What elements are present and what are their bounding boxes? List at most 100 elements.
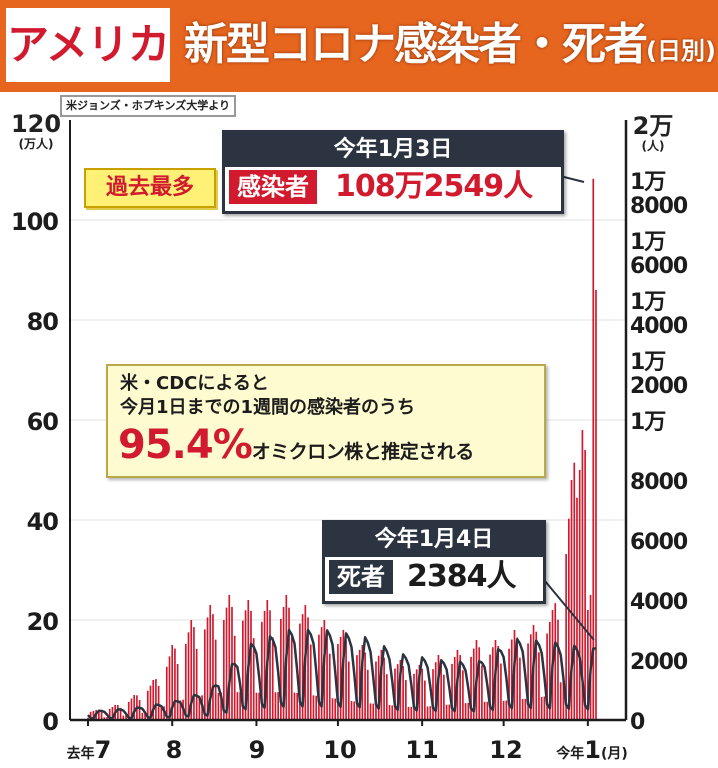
cases-bar — [584, 450, 586, 720]
cases-bar — [326, 630, 328, 720]
x-tick-month: 1 — [584, 736, 601, 764]
cases-bar — [277, 692, 279, 720]
cases-bar — [595, 290, 597, 720]
cases-bar — [242, 620, 244, 720]
cases-bar — [478, 647, 481, 720]
cases-bar — [421, 668, 423, 720]
cases-bar — [98, 710, 100, 720]
cases-bar — [491, 647, 494, 720]
cases-bar — [239, 692, 241, 720]
cases-bar — [309, 644, 312, 720]
cases-bar — [489, 654, 491, 720]
cases-bar — [567, 518, 570, 720]
cases-bar — [483, 701, 486, 720]
cases-bar — [554, 603, 557, 720]
right-tick-label: 8000 — [630, 470, 688, 495]
cases-bar — [391, 705, 394, 720]
info-line-2: 今月1日までの1週間の感染者のうち — [120, 397, 416, 418]
cases-bar — [524, 698, 527, 720]
cases-bar — [214, 639, 217, 720]
cases-bar — [383, 657, 385, 720]
cases-bar — [402, 666, 404, 720]
source-label: 米ジョンズ・ホプキンズ大学より — [60, 95, 237, 117]
x-tick-label: 10 — [323, 736, 356, 764]
x-tick-prefix: 今年 — [556, 746, 585, 762]
cases-callout-label: 感染者 — [229, 170, 317, 204]
cases-bar — [222, 620, 225, 720]
right-tick-label: 6000 — [630, 530, 688, 555]
cases-bar — [293, 692, 296, 720]
right-axis-unit-label: (人) — [641, 139, 665, 153]
cases-bar — [127, 701, 130, 720]
cases-bar — [315, 695, 318, 720]
cases-bar — [236, 692, 239, 720]
cases-bar — [133, 695, 136, 720]
left-tick-label: 100 — [10, 208, 59, 236]
cases-bar — [288, 607, 290, 720]
left-tick-label: 60 — [26, 408, 59, 436]
cases-bar — [106, 717, 108, 720]
right-tick-label: 1万 — [630, 410, 666, 435]
cases-bar — [508, 648, 510, 720]
cases-bar — [529, 634, 532, 720]
chart-title-sub: (日別) — [646, 37, 716, 65]
cases-bar — [535, 631, 538, 720]
cases-bar — [307, 617, 309, 720]
cases-bar — [546, 633, 548, 720]
x-tick-prefix: 去年 — [66, 746, 95, 762]
cases-callout-date: 今年1月3日 — [225, 133, 561, 167]
info-line-1: 米・CDCによると — [120, 373, 269, 394]
x-tick-label: 11 — [405, 736, 438, 764]
cases-callout-row: 感染者 108万2549人 — [225, 167, 561, 207]
cases-bar — [565, 554, 567, 720]
cases-bar — [377, 655, 380, 720]
record-high-tag: 過去最多 — [84, 168, 216, 208]
x-tick-label: 9 — [249, 736, 266, 764]
cases-bar — [562, 678, 565, 720]
cases-bar — [434, 662, 437, 720]
cases-callout-pointer — [559, 175, 585, 183]
cases-bar — [193, 627, 195, 720]
info-line-3-text: オミクロン株と推定される — [251, 441, 475, 463]
cases-bar — [578, 470, 581, 720]
cases-bar — [157, 685, 160, 720]
cases-bar — [144, 712, 146, 720]
cases-bar — [375, 661, 377, 720]
cases-bar — [217, 692, 220, 720]
cases-bar — [448, 704, 451, 720]
cases-bar — [502, 700, 505, 720]
cases-bar — [358, 649, 361, 720]
cases-bar — [345, 640, 347, 720]
cases-bar — [334, 698, 337, 720]
right-tick-label: 2000 — [630, 650, 688, 675]
cases-bar — [261, 621, 263, 720]
cases-bar — [581, 430, 584, 720]
cases-bar — [179, 700, 182, 720]
cases-bar — [203, 629, 206, 720]
cases-bar — [385, 674, 388, 720]
cases-bar — [111, 707, 114, 720]
cases-bar — [405, 680, 407, 720]
chart-title: 新型コロナ感染者・死者(日別) — [184, 8, 716, 82]
x-tick-label: 去年7 — [67, 736, 112, 764]
cases-bar — [369, 703, 372, 720]
header-banner: アメリカ 新型コロナ感染者・死者(日別) — [0, 0, 718, 92]
cases-bar — [432, 669, 434, 720]
cases-bar — [92, 710, 95, 720]
cases-bar — [570, 480, 573, 720]
cases-bar — [155, 679, 157, 720]
right-tick-label: 1万4000 — [630, 290, 688, 339]
deaths-callout: 今年1月4日 死者 2384人 — [322, 520, 546, 604]
left-axis-unit: 120 (万人) — [6, 112, 66, 150]
cases-bar — [410, 707, 413, 720]
right-tick-label: 1万6000 — [630, 230, 688, 279]
cases-bar — [366, 669, 369, 720]
deaths-callout-row: 死者 2384人 — [325, 557, 543, 597]
cases-bar — [258, 692, 260, 720]
cases-bar — [497, 645, 500, 720]
right-tick-label: 1万8000 — [630, 170, 688, 219]
cases-bar — [459, 655, 462, 720]
right-axis-unit: 2万 (人) — [628, 114, 678, 152]
cases-bar — [271, 637, 274, 720]
cases-bar — [470, 656, 472, 720]
